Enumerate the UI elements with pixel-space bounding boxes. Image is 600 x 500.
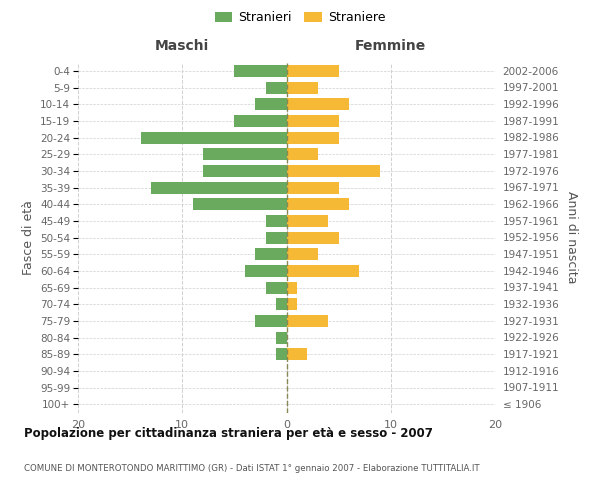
Y-axis label: Anni di nascita: Anni di nascita	[565, 191, 578, 284]
Bar	[203, 148, 287, 160]
Bar	[266, 282, 287, 294]
Bar	[287, 198, 349, 210]
Bar	[287, 298, 297, 310]
Text: Femmine: Femmine	[355, 40, 427, 54]
Bar	[287, 182, 338, 194]
Bar	[287, 265, 359, 277]
Bar	[255, 315, 287, 327]
Bar	[276, 332, 287, 344]
Bar	[287, 65, 338, 77]
Bar	[287, 165, 380, 177]
Bar	[287, 315, 328, 327]
Bar	[287, 82, 318, 94]
Bar	[140, 132, 287, 143]
Text: COMUNE DI MONTEROTONDO MARITTIMO (GR) - Dati ISTAT 1° gennaio 2007 - Elaborazion: COMUNE DI MONTEROTONDO MARITTIMO (GR) - …	[24, 464, 479, 473]
Bar	[266, 215, 287, 227]
Bar	[287, 148, 318, 160]
Bar	[266, 82, 287, 94]
Text: Popolazione per cittadinanza straniera per età e sesso - 2007: Popolazione per cittadinanza straniera p…	[24, 428, 433, 440]
Bar	[151, 182, 287, 194]
Bar	[235, 115, 287, 127]
Y-axis label: Fasce di età: Fasce di età	[22, 200, 35, 275]
Bar	[203, 165, 287, 177]
Bar	[276, 298, 287, 310]
Bar	[255, 248, 287, 260]
Bar	[255, 98, 287, 110]
Bar	[235, 65, 287, 77]
Bar	[266, 232, 287, 243]
Bar	[287, 232, 338, 243]
Text: Maschi: Maschi	[155, 40, 209, 54]
Bar	[287, 98, 349, 110]
Bar	[245, 265, 287, 277]
Bar	[287, 115, 338, 127]
Bar	[287, 248, 318, 260]
Bar	[287, 215, 328, 227]
Bar	[287, 132, 338, 143]
Bar	[193, 198, 287, 210]
Bar	[276, 348, 287, 360]
Legend: Stranieri, Straniere: Stranieri, Straniere	[212, 8, 388, 26]
Bar	[287, 282, 297, 294]
Bar	[287, 348, 307, 360]
